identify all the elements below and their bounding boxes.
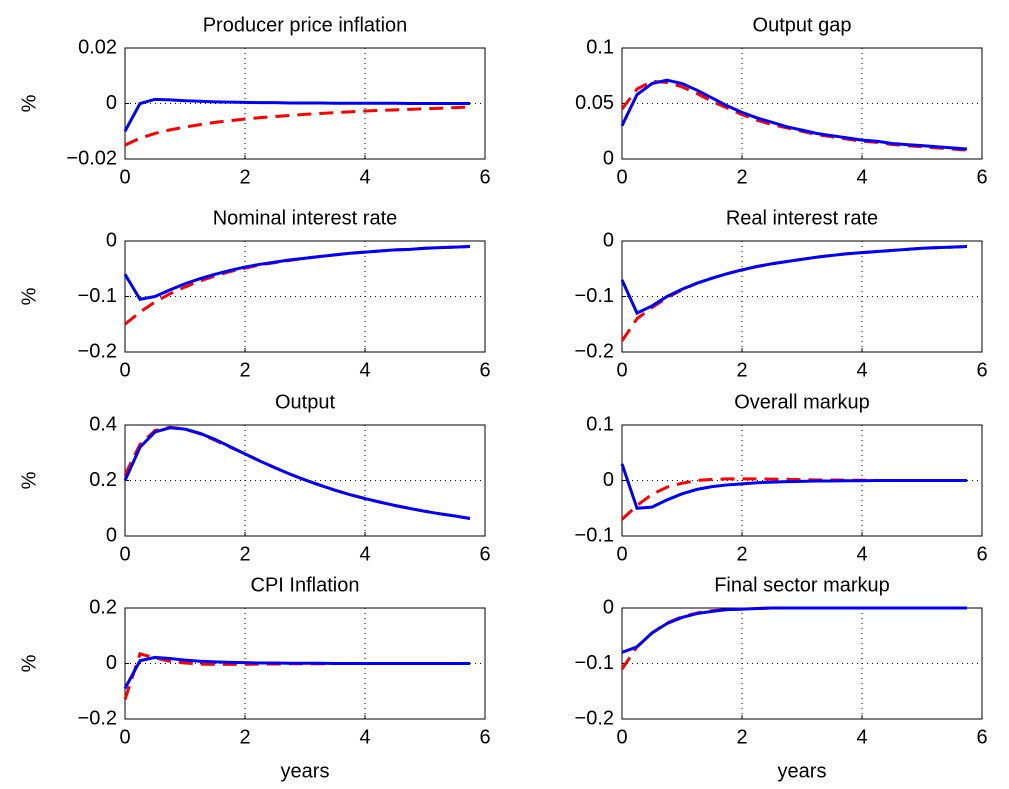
y-axis-label: % — [18, 654, 40, 672]
x-tick-label: 6 — [479, 166, 490, 188]
axes-box — [621, 424, 983, 537]
series-line — [123, 425, 471, 520]
series-line — [620, 78, 968, 151]
chart-title: CPI Inflation — [251, 574, 360, 596]
x-tick-label: 4 — [856, 543, 867, 565]
y-axis-label: % — [18, 94, 40, 112]
series-line — [124, 105, 471, 147]
x-tick-label: 2 — [736, 543, 747, 565]
chart-title: Producer price inflation — [203, 14, 408, 36]
series-line — [621, 606, 967, 654]
series-line — [620, 606, 967, 670]
x-tick-label: 4 — [359, 543, 370, 565]
x-tick-label: 0 — [119, 543, 130, 565]
x-tick-label: 6 — [479, 543, 490, 565]
chart-title: Output — [275, 391, 335, 413]
chart-title: Nominal interest rate — [213, 207, 398, 229]
y-tick-label: −0.1 — [575, 652, 614, 674]
x-tick-label: 6 — [976, 543, 987, 565]
axes-box — [124, 240, 486, 353]
x-tick-label: 2 — [736, 166, 747, 188]
x-tick-label: 6 — [976, 726, 987, 748]
x-tick-label: 0 — [119, 359, 130, 381]
x-tick-label: 6 — [479, 359, 490, 381]
x-tick-label: 0 — [119, 166, 130, 188]
series-line — [620, 477, 967, 521]
x-tick-label: 0 — [616, 359, 627, 381]
x-tick-label: 0 — [616, 543, 627, 565]
y-tick-label: −0.2 — [575, 707, 614, 729]
y-tick-label: 0.2 — [89, 469, 117, 491]
y-axis-label: % — [18, 471, 40, 489]
x-tick-label: 0 — [616, 166, 627, 188]
y-tick-label: 0.4 — [89, 413, 117, 435]
y-tick-label: −0.2 — [78, 340, 117, 362]
x-tick-label: 4 — [856, 726, 867, 748]
x-tick-label: 2 — [736, 359, 747, 381]
x-tick-label: 2 — [239, 543, 250, 565]
series-line — [123, 97, 470, 132]
y-tick-label: 0.05 — [575, 92, 614, 114]
y-tick-label: 0 — [603, 469, 614, 491]
y-tick-label: 0 — [106, 229, 117, 251]
series-line — [620, 245, 968, 316]
chart-title: Overall markup — [734, 391, 870, 413]
y-tick-label: 0 — [603, 229, 614, 251]
x-tick-label: 0 — [119, 726, 130, 748]
x-tick-label: 0 — [616, 726, 627, 748]
x-axis-label: years — [281, 760, 330, 782]
y-tick-label: 0 — [603, 147, 614, 169]
series-line — [123, 655, 470, 690]
series-line — [123, 245, 471, 301]
x-tick-label: 2 — [239, 726, 250, 748]
y-tick-label: 0.1 — [586, 413, 614, 435]
y-tick-label: −0.1 — [78, 285, 117, 307]
y-tick-label: −0.1 — [575, 285, 614, 307]
chart-title: Real interest rate — [726, 207, 878, 229]
series-line — [123, 426, 471, 520]
y-tick-label: 0 — [603, 596, 614, 618]
x-tick-label: 2 — [239, 359, 250, 381]
y-tick-label: 0.2 — [89, 596, 117, 618]
x-tick-label: 4 — [856, 359, 867, 381]
axes-box — [621, 240, 983, 353]
y-tick-label: 0.1 — [586, 36, 614, 58]
x-tick-label: 4 — [359, 726, 370, 748]
x-tick-label: 2 — [736, 726, 747, 748]
series-line — [620, 463, 967, 510]
x-tick-label: 6 — [976, 359, 987, 381]
y-tick-label: 0 — [106, 92, 117, 114]
y-tick-label: −0.1 — [575, 524, 614, 546]
x-tick-label: 6 — [976, 166, 987, 188]
x-tick-label: 2 — [239, 166, 250, 188]
y-axis-label: % — [18, 287, 40, 305]
axes-box — [124, 607, 486, 720]
chart-title: Output gap — [753, 14, 852, 36]
series-line — [620, 79, 968, 152]
y-tick-label: −0.2 — [78, 707, 117, 729]
y-tick-label: −0.02 — [66, 147, 117, 169]
y-tick-label: 0.02 — [78, 36, 117, 58]
x-tick-label: 4 — [359, 166, 370, 188]
x-tick-label: 4 — [856, 166, 867, 188]
axes-box — [124, 47, 486, 160]
chart-title: Final sector markup — [714, 574, 890, 596]
y-tick-label: 0 — [106, 524, 117, 546]
y-tick-label: 0 — [106, 652, 117, 674]
x-axis-label: years — [778, 760, 827, 782]
x-tick-label: 4 — [359, 359, 370, 381]
axes-box — [621, 47, 983, 160]
x-tick-label: 6 — [479, 726, 490, 748]
y-tick-label: −0.2 — [575, 340, 614, 362]
